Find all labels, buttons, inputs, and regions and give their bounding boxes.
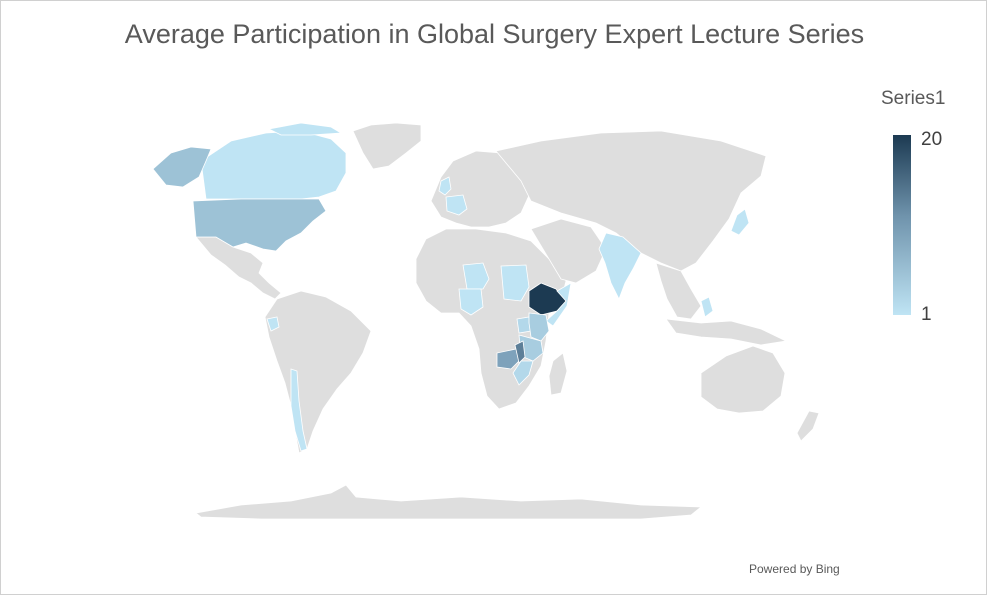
land-indonesia [665,318,788,346]
land-new-zealand [796,410,820,442]
region-uk [438,176,452,196]
region-malawi [514,340,526,364]
region-france [445,194,468,216]
highlighted-regions [152,122,750,452]
region-philippines [700,296,714,318]
legend-max-label: 20 [921,129,943,150]
region-canada-arctic [267,122,343,136]
region-niger [462,262,490,290]
land-middle-east [530,218,607,284]
region-somalia [545,282,572,327]
land-antarctica [195,484,703,520]
land-southeast-asia [655,262,702,320]
region-mozambique [512,360,534,386]
land-mexico [195,236,282,300]
land-asia [495,130,767,272]
legend-color-scale [893,135,911,315]
land-australia [700,345,786,414]
region-india [598,232,642,300]
land-greenland [352,122,422,170]
region-chile [290,368,308,452]
legend-series-title: Series1 [881,88,946,109]
region-sudan [500,264,530,302]
region-ecuador [266,316,280,332]
attribution-text[interactable]: Powered by Bing [749,562,840,576]
region-nigeria [458,288,484,316]
region-zambia [496,348,522,370]
chart-title: Average Participation in Global Surgery … [124,19,865,49]
region-alaska [152,146,212,188]
region-japan [730,208,750,236]
land-south-america [264,290,372,454]
land-madagascar [548,352,568,396]
legend-min-label: 1 [921,304,932,325]
region-canada [200,130,347,200]
region-usa [192,198,327,252]
